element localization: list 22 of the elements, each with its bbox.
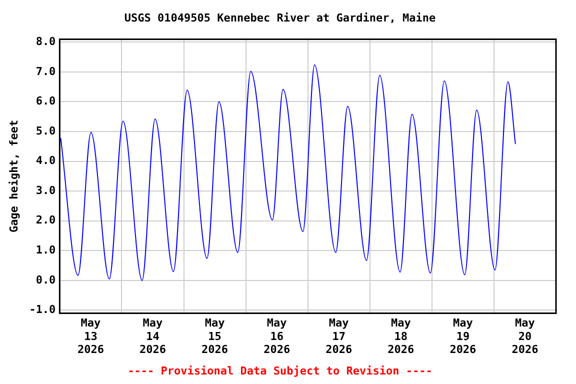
y-tick-label: 4.0: [36, 154, 56, 168]
x-tick-label: May 14 2026: [140, 316, 166, 356]
chart-title: USGS 01049505 Kennebec River at Gardiner, Maine: [124, 11, 436, 24]
y-axis-title: Gage height, feet: [7, 120, 20, 232]
y-tick-label: 5.0: [36, 124, 56, 138]
x-tick-label: May 20 2026: [512, 316, 539, 356]
y-tick-label: 0.0: [36, 273, 56, 286]
line-series: [60, 64, 516, 281]
x-tick-label: May 15 2026: [202, 316, 228, 356]
x-tick-label: May 16 2026: [264, 316, 290, 356]
x-tick-label: May 13 2026: [77, 316, 104, 356]
y-tick-label: 1.0: [36, 244, 56, 257]
x-tick-label: May 18 2026: [388, 316, 415, 356]
x-tick-label: May 17 2026: [326, 316, 352, 356]
text: ---- Provisional Data Subject to Revision ----: [128, 364, 432, 378]
x-tick-label: May 19 2026: [450, 316, 477, 356]
y-tick-label: 2.0: [36, 214, 56, 227]
y-tick-label: -1.0: [29, 303, 56, 316]
y-tick-label: 3.0: [36, 184, 56, 197]
y-tick-label: 6.0: [36, 94, 56, 108]
y-tick-label: 8.0: [36, 35, 56, 48]
y-tick-label: 7.0: [36, 64, 56, 78]
